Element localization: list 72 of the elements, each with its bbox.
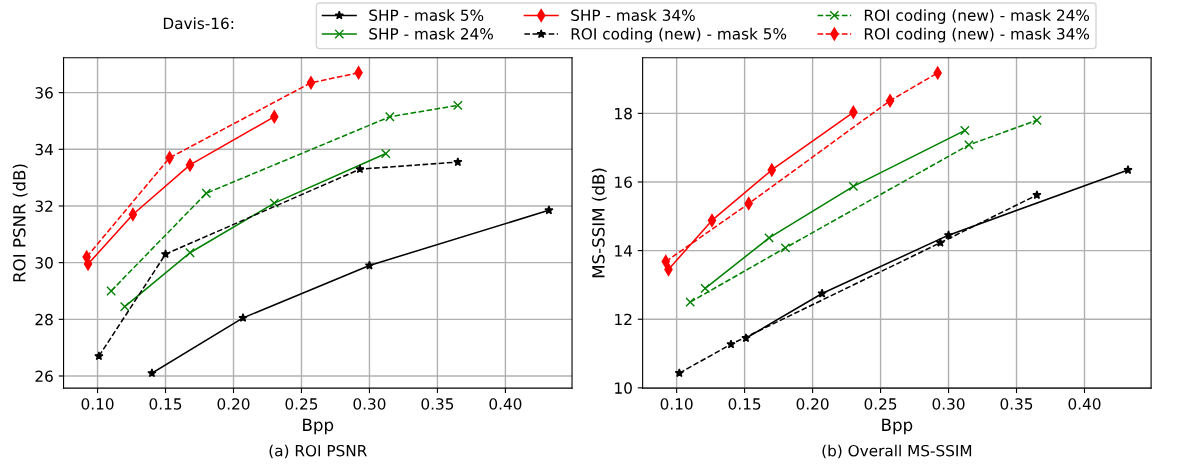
point (147, 368, 157, 378)
x-tick-label: 0.20 (796, 398, 829, 410)
point (964, 140, 974, 150)
point (119, 301, 130, 312)
point (380, 148, 391, 159)
x-tick-label: 0.30 (932, 398, 965, 410)
x-tick-label: 0.15 (149, 398, 182, 410)
point (685, 297, 696, 307)
y-tick-label: 28 (35, 313, 53, 326)
point (106, 286, 117, 296)
point (355, 164, 365, 174)
legend-title: Davis-16: (163, 17, 234, 30)
y-tick-label: 32 (35, 200, 53, 212)
point (935, 237, 946, 247)
y-axis-title: ROI PSNR (dB) (12, 164, 28, 282)
x-tick-label: 0.40 (1068, 398, 1101, 410)
point (306, 76, 316, 90)
point (1032, 190, 1042, 200)
point (364, 260, 375, 270)
x-tick-label: 0.10 (81, 398, 114, 410)
y-tick-label: 12 (615, 313, 632, 326)
x-tick-label: 0.20 (217, 398, 250, 410)
y-tick-label: 18 (615, 107, 632, 120)
point (674, 368, 685, 378)
x-tick-label: 0.25 (285, 398, 318, 410)
point (764, 233, 774, 243)
x-tick-label: 0.35 (421, 398, 454, 410)
y-tick-label: 10 (615, 382, 632, 394)
point (1123, 165, 1133, 175)
x-tick-label: 0.40 (489, 398, 522, 410)
x-tick-label: 0.25 (864, 398, 897, 410)
point (726, 339, 736, 349)
x-axis-title: Bpp (303, 418, 334, 435)
text: (b) Overall MS-SSIM (822, 444, 972, 459)
point (780, 242, 791, 253)
point (160, 249, 171, 259)
point (452, 100, 463, 111)
x-tick-label: 0.10 (660, 398, 693, 410)
point (453, 157, 463, 167)
point (959, 125, 970, 136)
x-tick-label: 0.30 (353, 398, 386, 410)
point (269, 198, 280, 209)
point (1032, 115, 1042, 126)
y-tick-label: 16 (615, 176, 632, 188)
point (201, 188, 212, 199)
legend-label: SHP - mask 5% (369, 9, 484, 21)
x-axis-title: Bpp (882, 418, 913, 435)
x-tick-label: 0.35 (1000, 398, 1033, 410)
point (384, 111, 395, 122)
point (848, 181, 859, 192)
point (185, 247, 195, 258)
point (885, 94, 895, 108)
legend-label: SHP - mask 34% (571, 9, 695, 21)
legend-label: ROI coding (new) - mask 5% (571, 27, 787, 43)
point (700, 283, 711, 294)
point (544, 205, 554, 215)
point (185, 158, 195, 172)
y-tick-label: 14 (615, 245, 633, 257)
text: (a) ROI PSNR (269, 444, 367, 459)
legend-label: ROI coding (new) - mask 24% (864, 9, 1090, 24)
y-tick-label: 36 (35, 87, 53, 99)
point (238, 313, 248, 322)
point (94, 351, 104, 361)
x-tick-label: 0.15 (728, 398, 761, 410)
y-tick-label: 30 (35, 257, 53, 269)
y-tick-label: 26 (35, 370, 53, 383)
legend-label: SHP - mask 24% (369, 27, 493, 40)
point (707, 213, 717, 227)
y-axis-title: MS-SSIM (dB) (591, 168, 607, 278)
legend-label: ROI coding (new) - mask 34% (864, 27, 1090, 43)
y-tick-label: 34 (35, 143, 53, 156)
point (767, 163, 777, 177)
